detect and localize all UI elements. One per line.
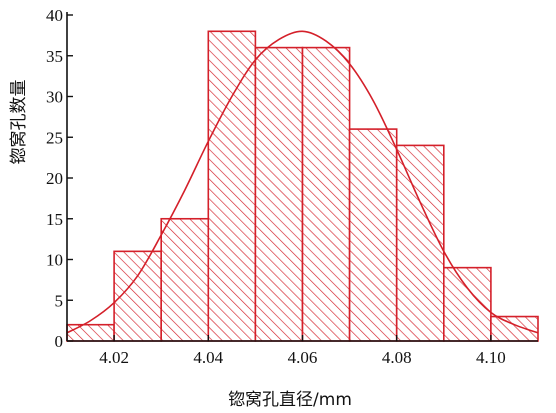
- histogram-bar: [160, 217, 210, 342]
- y-tick-label: 5: [55, 291, 64, 310]
- histogram-bar: [490, 315, 539, 342]
- y-tick-label: 0: [55, 332, 64, 351]
- y-tick-label: 25: [46, 128, 63, 147]
- histogram-bar: [66, 323, 115, 342]
- histogram-bar: [207, 30, 257, 342]
- x-tick-label: 4.08: [382, 348, 412, 367]
- x-axis-label: 锪窝孔直径/mm: [228, 390, 352, 410]
- fitted-curve: [66, 30, 539, 334]
- x-tick-label: 4.10: [476, 348, 506, 367]
- y-tick-label: 10: [46, 251, 63, 270]
- axes-group: 0 5 10 15 20 25 30 35 40 4.02 4.04 4.06 4.08 4.10: [46, 6, 538, 367]
- y-tick-label: 30: [46, 88, 63, 107]
- histogram-bar: [113, 250, 162, 342]
- histogram-bar: [254, 46, 304, 342]
- y-axis-label: 锪窝孔数量: [9, 80, 29, 165]
- x-tick-label: 4.06: [288, 348, 318, 367]
- bars-group: [66, 30, 539, 342]
- histogram-bar: [348, 128, 398, 342]
- histogram-bar: [301, 46, 351, 342]
- y-tick-label: 40: [46, 6, 63, 25]
- y-tick-label: 35: [46, 47, 63, 66]
- y-tick-label: 20: [46, 169, 63, 188]
- y-tick-label: 15: [46, 210, 63, 229]
- x-tick-label: 4.02: [99, 348, 129, 367]
- histogram-bar: [395, 144, 445, 342]
- x-tick-label: 4.04: [193, 348, 223, 367]
- histogram-bar: [442, 266, 492, 342]
